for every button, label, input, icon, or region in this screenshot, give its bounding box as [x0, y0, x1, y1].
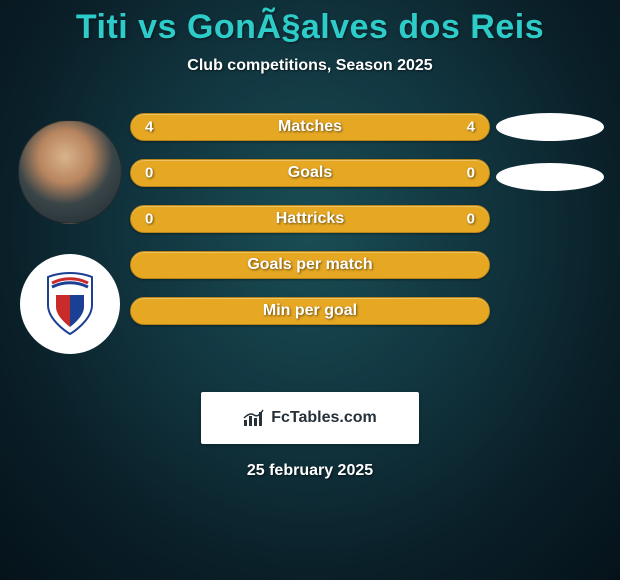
stat-label: Matches: [278, 118, 342, 136]
brand-footer-box: FcTables.com: [201, 392, 419, 444]
stat-label: Goals per match: [247, 256, 372, 274]
main-comparison-area: 4 Matches 4 0 Goals 0 0 Hattricks 0 Goal…: [0, 105, 620, 354]
stat-label: Hattricks: [276, 210, 344, 228]
infographic-root: Titi vs GonÃ§alves dos Reis Club competi…: [0, 0, 620, 580]
page-title: Titi vs GonÃ§alves dos Reis: [0, 0, 620, 47]
brand-text: FcTables.com: [271, 409, 377, 427]
stat-bar-min-per-goal: Min per goal: [130, 297, 490, 325]
stat-label: Goals: [288, 164, 332, 182]
stat-label: Min per goal: [263, 302, 357, 320]
stat-bar-goals: 0 Goals 0: [130, 159, 490, 187]
stat-bar-hattricks: 0 Hattricks 0: [130, 205, 490, 233]
stat-value-right: 4: [467, 119, 475, 136]
bar-chart-icon: [243, 409, 265, 427]
right-player-column: [490, 105, 610, 213]
stat-value-right: 0: [467, 211, 475, 228]
page-subtitle: Club competitions, Season 2025: [0, 57, 620, 75]
stat-bar-goals-per-match: Goals per match: [130, 251, 490, 279]
footer-date: 25 february 2025: [0, 462, 620, 480]
player-avatar-left: [18, 120, 122, 224]
shield-icon: [42, 271, 98, 337]
player-avatar-right-placeholder: [496, 113, 604, 141]
left-player-column: [10, 105, 130, 354]
stat-value-left: 0: [145, 165, 153, 182]
stat-bar-matches: 4 Matches 4: [130, 113, 490, 141]
club-badge-right-placeholder: [496, 163, 604, 191]
club-badge-left: [20, 254, 120, 354]
stat-value-right: 0: [467, 165, 475, 182]
stat-value-left: 4: [145, 119, 153, 136]
stat-bars-column: 4 Matches 4 0 Goals 0 0 Hattricks 0 Goal…: [130, 105, 490, 333]
stat-value-left: 0: [145, 211, 153, 228]
